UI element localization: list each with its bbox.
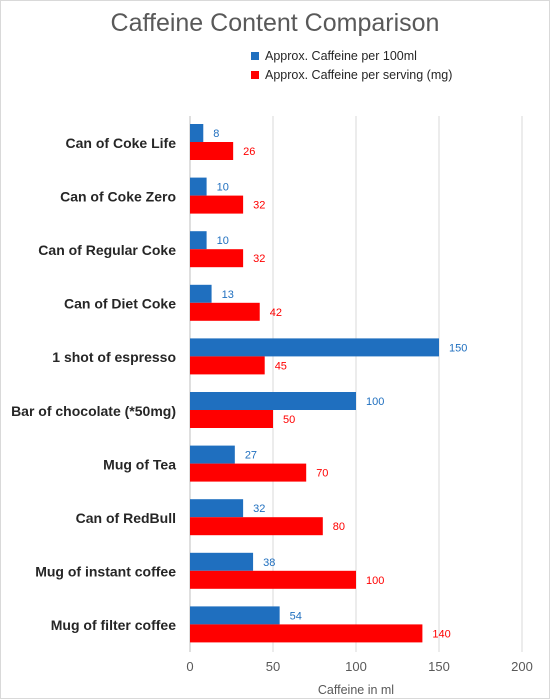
- category-label: Can of RedBull: [76, 510, 176, 526]
- bar-per-100ml: [190, 177, 207, 196]
- bar-per-serving: [190, 570, 356, 589]
- bar-per-serving: [190, 249, 244, 268]
- data-label-per-100ml: 38: [263, 557, 275, 569]
- data-label-per-100ml: 10: [217, 182, 229, 194]
- data-label-per-100ml: 54: [290, 610, 302, 622]
- chart-title: Caffeine Content Comparison: [110, 9, 440, 37]
- legend-item-per-100ml: Approx. Caffeine per 100ml: [251, 46, 452, 65]
- data-label-per-100ml: 27: [245, 450, 257, 462]
- bar-per-100ml: [190, 284, 212, 303]
- category-label: Bar of chocolate (*50mg): [11, 403, 176, 419]
- legend: Approx. Caffeine per 100ml Approx. Caffe…: [251, 46, 452, 84]
- bar-per-100ml: [190, 124, 204, 142]
- bar-per-serving: [190, 356, 265, 375]
- x-axis-title: Caffeine in ml: [318, 683, 394, 697]
- category-label: Mug of filter coffee: [51, 617, 176, 633]
- bar-per-serving: [190, 302, 260, 321]
- x-tick-label: 100: [345, 659, 367, 674]
- bar-per-100ml: [190, 231, 207, 250]
- legend-item-per-serving: Approx. Caffeine per serving (mg): [251, 65, 452, 84]
- category-label: Can of Diet Coke: [64, 296, 176, 312]
- bar-per-serving: [190, 195, 244, 214]
- bar-per-serving: [190, 142, 234, 160]
- legend-label-per-100ml: Approx. Caffeine per 100ml: [265, 48, 417, 63]
- category-label: Can of Coke Zero: [60, 188, 176, 204]
- category-label: Can of Coke Life: [66, 135, 177, 151]
- x-tick-label: 200: [511, 659, 533, 674]
- legend-swatch-per-100ml: [251, 51, 259, 60]
- data-label-per-100ml: 100: [366, 396, 384, 408]
- data-label-per-serving: 80: [333, 521, 345, 533]
- data-label-per-serving: 32: [253, 200, 265, 212]
- data-label-per-100ml: 10: [217, 235, 229, 247]
- data-label-per-serving: 70: [316, 468, 328, 480]
- data-label-per-100ml: 8: [213, 128, 219, 140]
- bar-per-serving: [190, 463, 307, 482]
- data-label-per-serving: 45: [275, 360, 287, 372]
- bar-per-100ml: [190, 392, 356, 410]
- category-label: Mug of instant coffee: [35, 564, 176, 580]
- bar-per-serving: [190, 410, 273, 428]
- legend-swatch-per-serving: [251, 70, 259, 79]
- data-label-per-serving: 50: [283, 414, 295, 426]
- category-label: 1 shot of espresso: [52, 349, 176, 365]
- data-label-per-100ml: 13: [222, 289, 234, 301]
- x-tick-label: 50: [266, 659, 280, 674]
- data-label-per-100ml: 32: [253, 503, 265, 515]
- legend-label-per-serving: Approx. Caffeine per serving (mg): [265, 67, 453, 82]
- data-label-per-serving: 32: [253, 253, 265, 265]
- x-tick-label: 0: [186, 659, 193, 674]
- category-label: Mug of Tea: [103, 456, 176, 472]
- bar-per-100ml: [190, 445, 235, 464]
- data-label-per-100ml: 150: [449, 342, 467, 354]
- data-label-per-serving: 140: [432, 628, 450, 640]
- bar-per-100ml: [190, 552, 254, 571]
- data-label-per-serving: 42: [270, 307, 282, 319]
- bar-per-serving: [190, 517, 323, 536]
- bar-per-100ml: [190, 338, 439, 357]
- x-tick-label: 150: [428, 659, 450, 674]
- bar-per-serving: [190, 624, 423, 643]
- data-label-per-serving: 26: [243, 146, 255, 158]
- category-label: Can of Regular Coke: [38, 242, 176, 258]
- data-label-per-serving: 100: [366, 575, 384, 587]
- bar-per-100ml: [190, 606, 280, 625]
- bar-per-100ml: [190, 499, 244, 518]
